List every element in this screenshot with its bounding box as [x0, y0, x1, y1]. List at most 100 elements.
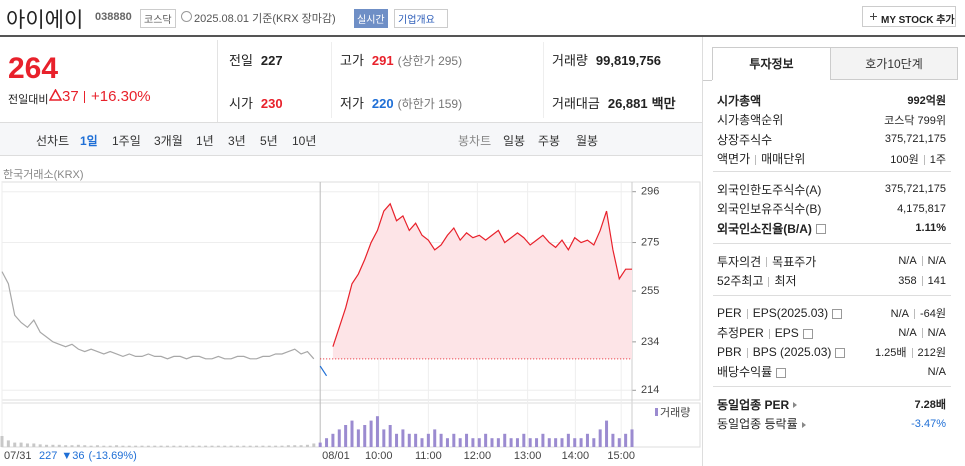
separator	[768, 328, 770, 339]
separator	[768, 276, 770, 287]
volume-bar	[274, 445, 278, 447]
volume-bar	[153, 445, 157, 447]
value-part: N/A	[898, 326, 917, 339]
stat-label: 거래대금	[552, 96, 600, 111]
label-part: EPS	[774, 326, 799, 340]
change-label: 전일대비	[8, 94, 49, 106]
info-label: 추정PER EPS	[717, 324, 813, 341]
more-arrow[interactable]	[801, 421, 806, 428]
volume-bar	[547, 438, 551, 447]
volume-bar	[585, 433, 589, 447]
my-stock-button[interactable]: MY STOCK 추가	[862, 6, 956, 27]
clock-icon	[181, 11, 192, 22]
volume-bar	[261, 445, 265, 447]
label-part: 매매단위	[761, 152, 806, 166]
period-tab[interactable]: 10년	[292, 134, 317, 148]
label-part: 외국인소진율(B/A)	[717, 221, 812, 236]
info-label: 외국인보유주식수(B)	[717, 200, 821, 217]
info-row: 액면가 매매단위 100원 1주	[717, 149, 946, 168]
help-icon[interactable]	[802, 328, 813, 339]
stat: 고가 291 (상한가 295)	[340, 50, 462, 69]
group-rule	[713, 242, 951, 244]
period-tab[interactable]: 3개월	[154, 134, 183, 148]
volume-bar	[566, 433, 570, 447]
stat-label: 전일	[229, 53, 253, 68]
invest-tab[interactable]: 투자정보	[712, 47, 831, 80]
volume-bar	[356, 429, 360, 447]
candle-tab[interactable]: 일봉	[503, 134, 526, 148]
info-value: 7.28배	[914, 396, 946, 412]
panel-divider	[702, 37, 703, 466]
info-row: 외국인보유주식수(B) 4,175,817	[717, 199, 946, 218]
info-label: 투자의견 목표주가	[717, 253, 816, 270]
volume-bar	[286, 445, 290, 447]
y-tick-label: 275	[641, 236, 659, 248]
volume-bar	[51, 444, 55, 447]
volume-bar	[401, 429, 405, 447]
x-tick-label: 07/31	[4, 450, 32, 462]
candle-tab[interactable]: 월봉	[576, 134, 599, 148]
value-part: N/A	[927, 365, 946, 378]
volume-bar	[185, 445, 189, 447]
period-tab[interactable]: 1일	[80, 134, 98, 148]
separator	[746, 308, 748, 319]
value-part: 7.28배	[914, 399, 946, 411]
info-label: 외국인한도주식수(A)	[717, 181, 821, 198]
invest-tab[interactable]: 호가10단계	[831, 47, 958, 80]
info-row: 외국인한도주식수(A) 375,721,175	[717, 180, 946, 199]
volume-bar	[6, 440, 10, 447]
period-tab[interactable]: 1주일	[112, 134, 141, 148]
x-tick-label: 15:00	[607, 450, 635, 462]
x-tick-label: 12:00	[464, 450, 492, 462]
separator	[921, 327, 923, 338]
stat-note: (하한가 159)	[397, 97, 463, 111]
volume-bar	[57, 444, 61, 447]
help-icon[interactable]	[776, 367, 787, 378]
volume-bar	[528, 438, 532, 447]
summary-change: ▼36	[61, 450, 85, 462]
volume-bar	[573, 438, 577, 447]
period-tab[interactable]: 5년	[260, 134, 278, 148]
label-part: 시가총액	[717, 93, 762, 108]
plus-icon	[873, 13, 874, 20]
volume-bar	[293, 445, 297, 447]
help-icon[interactable]	[832, 308, 843, 319]
stock-name: 아이에이	[6, 9, 84, 32]
realtime-badge[interactable]: 실시간	[354, 9, 388, 28]
company-info[interactable]: 기업개요	[394, 9, 448, 28]
help-icon[interactable]	[835, 347, 846, 358]
stat-value: 291	[371, 53, 394, 68]
label-part: 시가총액순위	[717, 113, 784, 127]
volume-bar	[0, 436, 4, 447]
info-label: 시가총액	[717, 92, 761, 109]
stat-value: 230	[260, 96, 283, 111]
volume-bar	[229, 445, 233, 447]
period-tab[interactable]: 1년	[196, 134, 214, 148]
info-row: 동일업종 등락률 -3.47%	[717, 414, 946, 433]
value-part: 358	[898, 274, 917, 287]
volume-bar	[127, 445, 131, 447]
separator	[921, 275, 923, 286]
stat-label: 고가	[340, 53, 364, 68]
group-rule	[713, 170, 951, 172]
help-icon[interactable]	[815, 224, 826, 235]
stock-code: 038880	[95, 11, 132, 23]
label-part: 배당수익률	[717, 365, 773, 379]
stat: 거래량 99,819,756	[552, 50, 661, 69]
candle-tab[interactable]: 주봉	[538, 134, 561, 148]
price-area	[332, 203, 632, 359]
volume-bar	[146, 445, 150, 447]
x-tick-label: 14:00	[562, 450, 590, 462]
volume-bar	[598, 429, 602, 447]
volume-bar	[433, 429, 437, 447]
volume-bar	[204, 445, 208, 447]
volume-bar	[458, 438, 462, 447]
info-row: 동일업종 PER 7.28배	[717, 395, 946, 414]
period-tab[interactable]: 3년	[228, 134, 246, 148]
volume-bar	[579, 438, 583, 447]
label-part: 목표주가	[772, 254, 817, 269]
more-arrow[interactable]	[793, 402, 798, 409]
volume-bar	[312, 443, 316, 447]
volume-bar	[235, 445, 239, 447]
header-rule	[0, 35, 965, 37]
